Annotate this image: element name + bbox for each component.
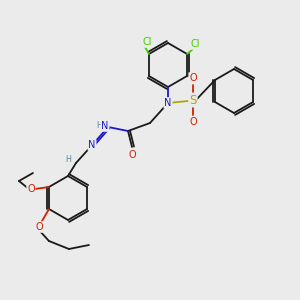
Text: O: O [35,222,43,232]
Text: S: S [189,94,197,106]
Text: O: O [27,184,35,194]
Text: Cl: Cl [142,37,152,47]
Text: O: O [128,150,136,160]
Text: Cl: Cl [190,39,200,49]
Text: N: N [164,98,172,108]
Text: N: N [88,140,96,150]
Text: O: O [189,117,197,127]
Text: H: H [65,154,71,164]
Text: O: O [189,73,197,83]
Text: N: N [101,121,109,131]
Text: H: H [96,122,102,130]
